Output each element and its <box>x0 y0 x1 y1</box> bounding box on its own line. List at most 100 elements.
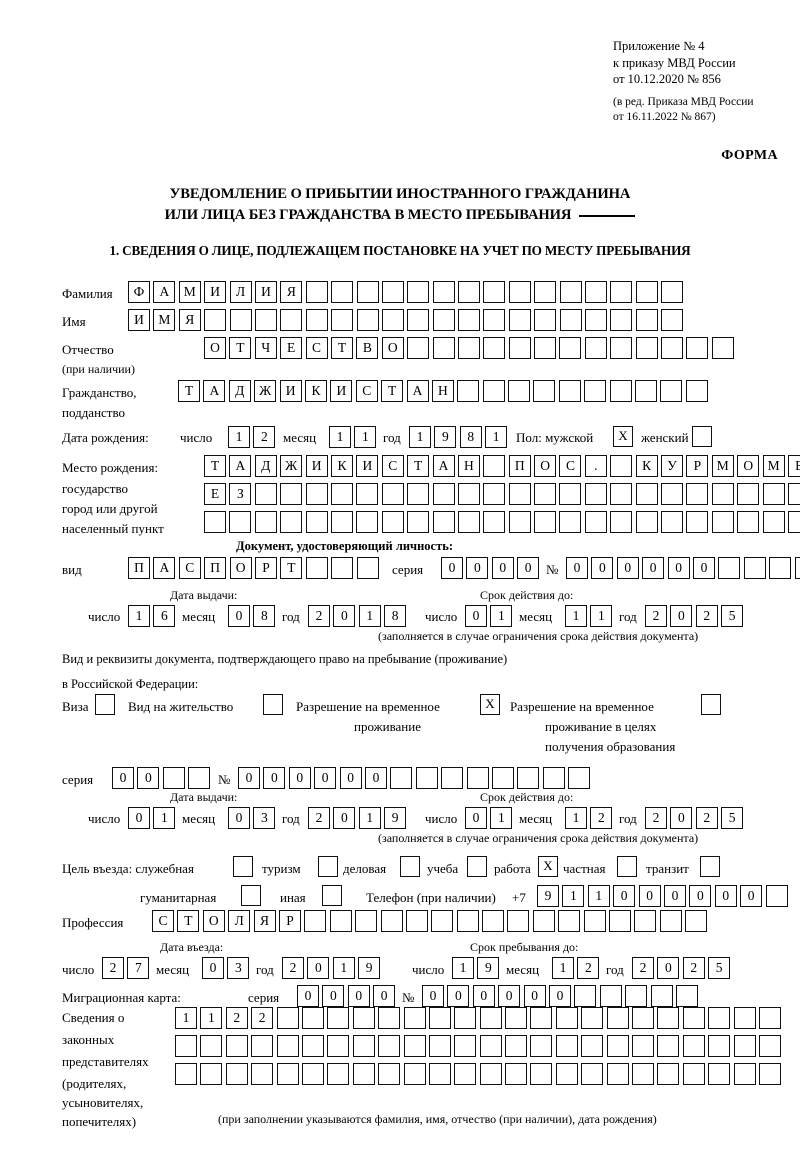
char-cell[interactable] <box>657 1007 680 1029</box>
char-cell[interactable]: 0 <box>314 767 337 789</box>
char-cell[interactable]: 2 <box>308 605 330 627</box>
char-cell[interactable] <box>568 767 591 789</box>
char-cell[interactable] <box>482 910 505 932</box>
char-cell[interactable] <box>584 380 607 402</box>
char-cell[interactable] <box>331 557 354 579</box>
char-cell[interactable] <box>407 309 430 331</box>
char-cell[interactable] <box>428 1007 451 1029</box>
char-cell[interactable]: 0 <box>517 557 540 579</box>
char-cell[interactable]: Т <box>177 910 200 932</box>
char-cell[interactable]: С <box>178 557 201 579</box>
char-cell[interactable] <box>682 1063 705 1085</box>
char-cell[interactable]: 1 <box>354 426 377 448</box>
char-cell[interactable] <box>330 511 353 533</box>
char-cell[interactable] <box>532 910 555 932</box>
char-cell[interactable]: С <box>559 455 582 477</box>
char-cell[interactable]: 2 <box>645 807 667 829</box>
char-cell[interactable] <box>378 1007 401 1029</box>
char-cell[interactable] <box>254 511 277 533</box>
char-cell[interactable]: С <box>305 337 328 359</box>
purpose-study-checkbox[interactable] <box>467 856 487 877</box>
char-cell[interactable] <box>327 1007 350 1029</box>
char-cell[interactable] <box>200 1035 223 1057</box>
birthplace-city-input-row2[interactable] <box>204 511 800 533</box>
char-cell[interactable] <box>718 557 741 579</box>
char-cell[interactable]: 2 <box>253 426 276 448</box>
char-cell[interactable] <box>458 281 481 303</box>
char-cell[interactable]: 0 <box>667 557 690 579</box>
char-cell[interactable] <box>403 1063 426 1085</box>
char-cell[interactable] <box>390 767 413 789</box>
sex-male-checkbox[interactable]: X <box>613 426 633 447</box>
char-cell[interactable]: О <box>737 455 760 477</box>
char-cell[interactable] <box>479 1063 502 1085</box>
char-cell[interactable] <box>609 910 632 932</box>
char-cell[interactable]: 2 <box>251 1007 274 1029</box>
char-cell[interactable] <box>505 1063 528 1085</box>
char-cell[interactable]: Р <box>278 910 301 932</box>
char-cell[interactable] <box>352 1007 375 1029</box>
char-cell[interactable]: 1 <box>485 426 508 448</box>
char-cell[interactable]: 0 <box>657 957 680 979</box>
char-cell[interactable] <box>403 1035 426 1057</box>
char-cell[interactable]: Т <box>330 337 353 359</box>
char-cell[interactable]: 2 <box>282 957 304 979</box>
char-cell[interactable]: 0 <box>613 885 636 907</box>
char-cell[interactable] <box>610 309 633 331</box>
char-cell[interactable] <box>188 767 211 789</box>
char-cell[interactable] <box>491 767 514 789</box>
char-cell[interactable] <box>380 910 403 932</box>
char-cell[interactable] <box>534 281 557 303</box>
char-cell[interactable]: . <box>584 455 607 477</box>
char-cell[interactable]: С <box>152 910 174 932</box>
char-cell[interactable] <box>456 910 479 932</box>
char-cell[interactable] <box>356 557 379 579</box>
char-cell[interactable] <box>479 1035 502 1057</box>
char-cell[interactable]: 0 <box>670 605 693 627</box>
char-cell[interactable] <box>559 309 582 331</box>
char-cell[interactable]: 2 <box>225 1007 248 1029</box>
char-cell[interactable]: 0 <box>663 885 686 907</box>
char-cell[interactable]: Т <box>280 557 303 579</box>
char-cell[interactable]: 1 <box>552 957 574 979</box>
char-cell[interactable]: 0 <box>333 605 356 627</box>
char-cell[interactable] <box>794 557 800 579</box>
char-cell[interactable]: Л <box>228 910 251 932</box>
char-cell[interactable]: 1 <box>565 605 587 627</box>
char-cell[interactable]: 0 <box>347 985 370 1007</box>
char-cell[interactable] <box>606 1063 629 1085</box>
char-cell[interactable]: 0 <box>466 557 489 579</box>
char-cell[interactable] <box>708 1035 731 1057</box>
char-cell[interactable] <box>559 281 582 303</box>
char-cell[interactable]: О <box>229 557 252 579</box>
char-cell[interactable] <box>661 483 684 505</box>
char-cell[interactable] <box>466 767 489 789</box>
char-cell[interactable] <box>483 483 506 505</box>
char-cell[interactable] <box>330 483 353 505</box>
char-cell[interactable] <box>508 337 531 359</box>
char-cell[interactable]: 2 <box>102 957 124 979</box>
char-cell[interactable] <box>457 511 480 533</box>
char-cell[interactable]: Т <box>204 455 226 477</box>
char-cell[interactable]: 0 <box>638 885 661 907</box>
char-cell[interactable] <box>305 557 328 579</box>
char-cell[interactable] <box>378 1035 401 1057</box>
char-cell[interactable] <box>769 557 792 579</box>
char-cell[interactable]: П <box>128 557 150 579</box>
char-cell[interactable] <box>508 483 531 505</box>
char-cell[interactable]: Ж <box>280 455 303 477</box>
char-cell[interactable]: 0 <box>307 957 330 979</box>
char-cell[interactable]: 1 <box>565 807 587 829</box>
char-cell[interactable] <box>280 483 303 505</box>
char-cell[interactable]: 3 <box>227 957 250 979</box>
char-cell[interactable]: 9 <box>477 957 500 979</box>
temp-residence-checkbox[interactable]: X <box>480 694 500 715</box>
char-cell[interactable]: 0 <box>112 767 134 789</box>
